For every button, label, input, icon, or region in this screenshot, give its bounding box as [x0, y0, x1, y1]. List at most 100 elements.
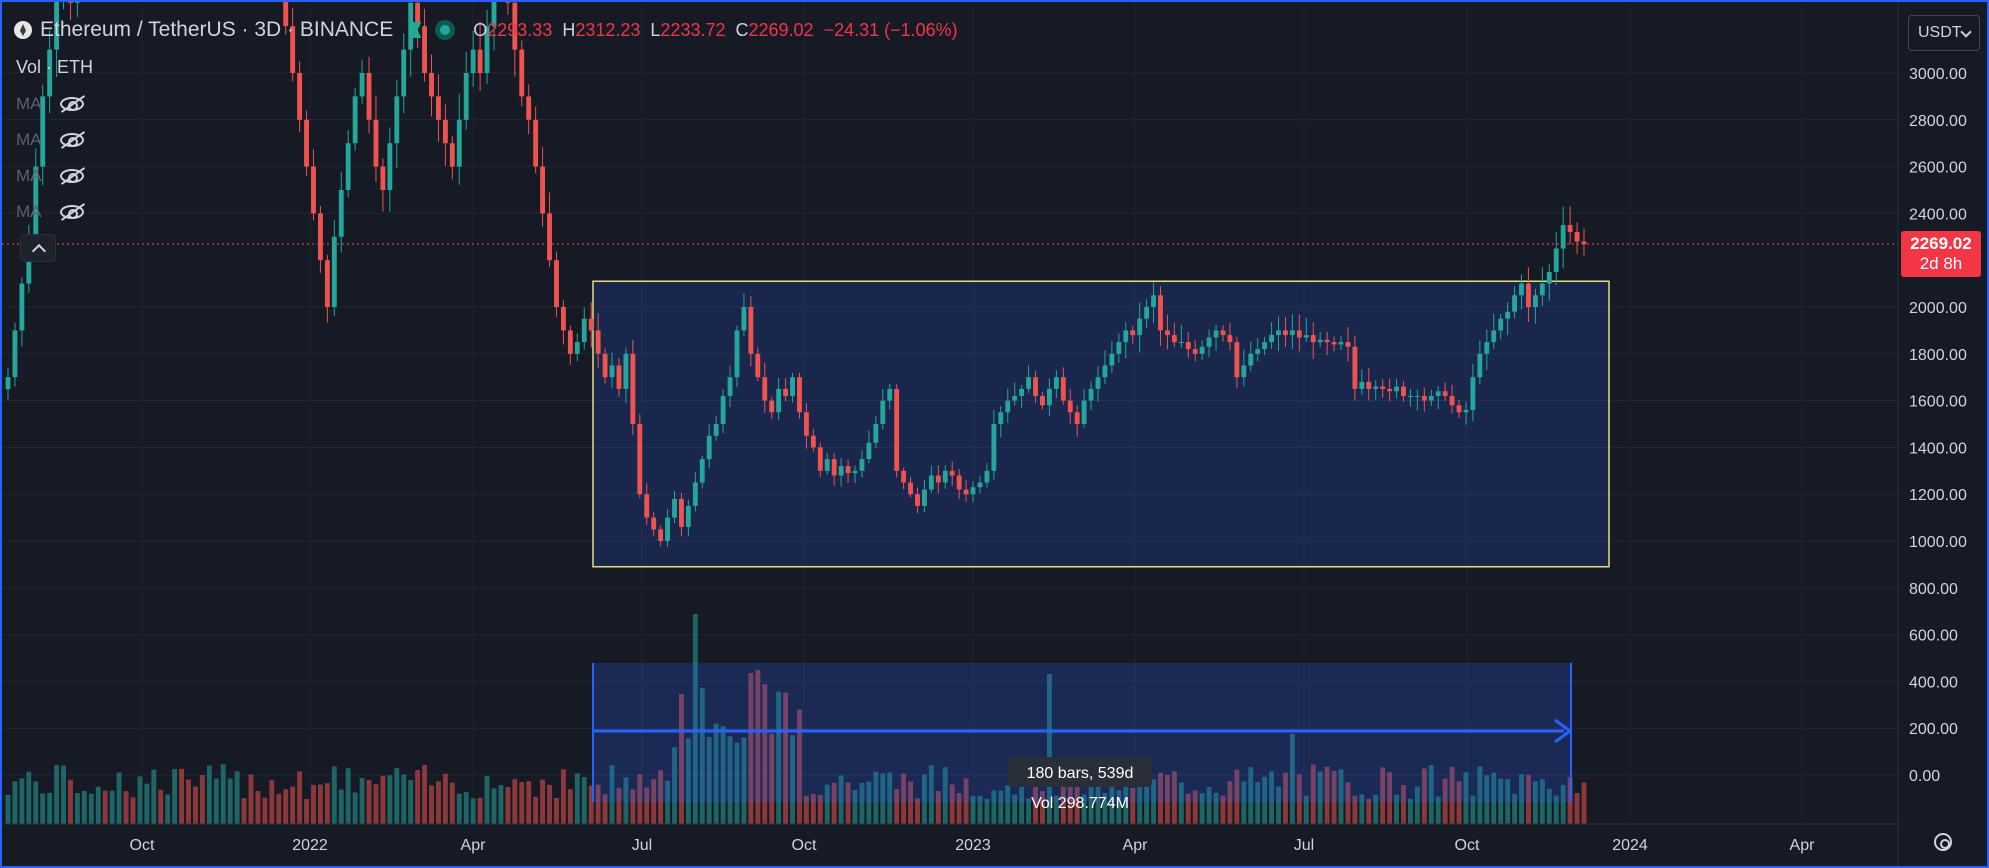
- candle-body: [526, 96, 532, 120]
- volume-bar: [623, 777, 629, 824]
- candle: [380, 158, 386, 212]
- price-tick-label: 1200.00: [1909, 487, 1967, 504]
- candle-body: [40, 96, 46, 167]
- candle-body: [616, 365, 622, 389]
- candle: [547, 192, 552, 267]
- candle: [1116, 333, 1122, 363]
- market-status-icon[interactable]: [435, 20, 456, 40]
- volume-bar: [658, 770, 664, 824]
- hidden-eye-icon[interactable]: [59, 205, 84, 219]
- candle: [790, 373, 795, 403]
- ma-indicator-3[interactable]: MA: [16, 166, 84, 186]
- time-axis[interactable]: Oct 2022 Apr Jul Oct 2023 Apr Jul Oct 2024 Apr: [2, 823, 1898, 854]
- ma-indicator-2[interactable]: MA: [16, 130, 84, 150]
- candle-body: [1526, 283, 1531, 307]
- price-tick-label: 2600.00: [1909, 160, 1967, 177]
- volume-bar: [1206, 787, 1212, 824]
- symbol-legend: Ethereum / TetherUS · 3D · BINANCE O2293…: [14, 18, 958, 42]
- candle: [477, 21, 483, 91]
- ohlc-high: H2312.23: [562, 19, 641, 40]
- price-axis[interactable]: 3000.00 2800.00 2600.00 2400.00 2000.00 1800.…: [1897, 2, 1987, 866]
- candle-body: [1241, 365, 1247, 378]
- flag-icon[interactable]: [409, 22, 422, 38]
- volume-bar: [512, 779, 518, 824]
- candle: [554, 251, 559, 318]
- volume-bar: [144, 783, 150, 824]
- volume-bar: [533, 796, 539, 824]
- candle: [1137, 302, 1143, 353]
- candle-body: [845, 466, 851, 474]
- volume-bar: [373, 784, 379, 824]
- candle: [720, 389, 726, 434]
- candle-body: [1116, 342, 1122, 354]
- candle: [1373, 380, 1379, 400]
- volume-bar: [116, 772, 122, 824]
- collapse-indicators-button[interactable]: [20, 234, 56, 262]
- candle-body: [331, 236, 337, 307]
- candle-body: [1296, 330, 1302, 338]
- volume-indicator-label[interactable]: Vol · ETH: [16, 57, 94, 77]
- candle: [1262, 336, 1268, 355]
- volume-bar: [1387, 772, 1393, 824]
- volume-bar: [692, 614, 698, 824]
- candle-body: [33, 166, 39, 237]
- hidden-eye-icon[interactable]: [59, 169, 84, 183]
- hidden-eye-icon[interactable]: [59, 97, 84, 111]
- candle: [463, 51, 469, 130]
- candle: [449, 135, 455, 180]
- candle-body: [352, 96, 358, 144]
- candle: [1269, 322, 1275, 349]
- symbol-title[interactable]: Ethereum / TetherUS · 3D · BINANCE: [40, 18, 394, 41]
- candle: [1289, 313, 1295, 349]
- candle: [1532, 288, 1538, 324]
- settings-gear-icon[interactable]: [1934, 833, 1952, 851]
- volume-bar: [942, 767, 948, 824]
- volume-bar: [616, 787, 622, 824]
- candle: [1248, 341, 1254, 372]
- candle: [935, 465, 941, 494]
- candle-body: [1408, 395, 1413, 397]
- candle-body: [942, 470, 948, 483]
- volume-bar: [1088, 772, 1094, 824]
- volume-bar: [498, 785, 504, 824]
- ma-indicator-4[interactable]: MA: [16, 202, 84, 222]
- candle-body: [1192, 349, 1198, 354]
- candle: [672, 491, 677, 524]
- volume-bar: [1491, 772, 1497, 824]
- volume-bar: [1289, 734, 1295, 824]
- volume-bar: [213, 778, 219, 824]
- candle: [1352, 335, 1358, 401]
- candle: [540, 146, 546, 227]
- candle-body: [1060, 377, 1066, 401]
- candle-body: [560, 307, 566, 331]
- candle-body: [581, 318, 587, 343]
- currency-select[interactable]: USDT: [1908, 15, 1980, 51]
- ma-indicator-1[interactable]: MA: [16, 94, 84, 114]
- range-rectangle[interactable]: [592, 280, 1610, 568]
- candle-body: [665, 517, 670, 541]
- hidden-eye-icon[interactable]: [59, 133, 84, 147]
- candle: [1060, 367, 1066, 405]
- candle-body: [5, 377, 11, 390]
- candle-body: [977, 482, 983, 488]
- candle: [706, 424, 712, 469]
- volume-bar: [672, 747, 677, 824]
- candle: [866, 430, 872, 464]
- candle-body: [713, 424, 719, 436]
- volume-bar: [1401, 785, 1406, 824]
- volume-bar: [1192, 790, 1198, 824]
- candle-body: [290, 26, 296, 73]
- volume-bar: [491, 788, 497, 824]
- volume-bar: [1519, 774, 1524, 824]
- candle-body: [1081, 400, 1087, 424]
- volume-bar: [283, 789, 289, 824]
- candle: [324, 254, 330, 323]
- candle: [1491, 313, 1497, 349]
- volume-bar: [408, 779, 414, 824]
- candle: [1567, 206, 1573, 245]
- candle-body: [873, 424, 879, 443]
- candle: [685, 499, 691, 536]
- candle: [755, 347, 761, 382]
- candle-body: [449, 143, 455, 167]
